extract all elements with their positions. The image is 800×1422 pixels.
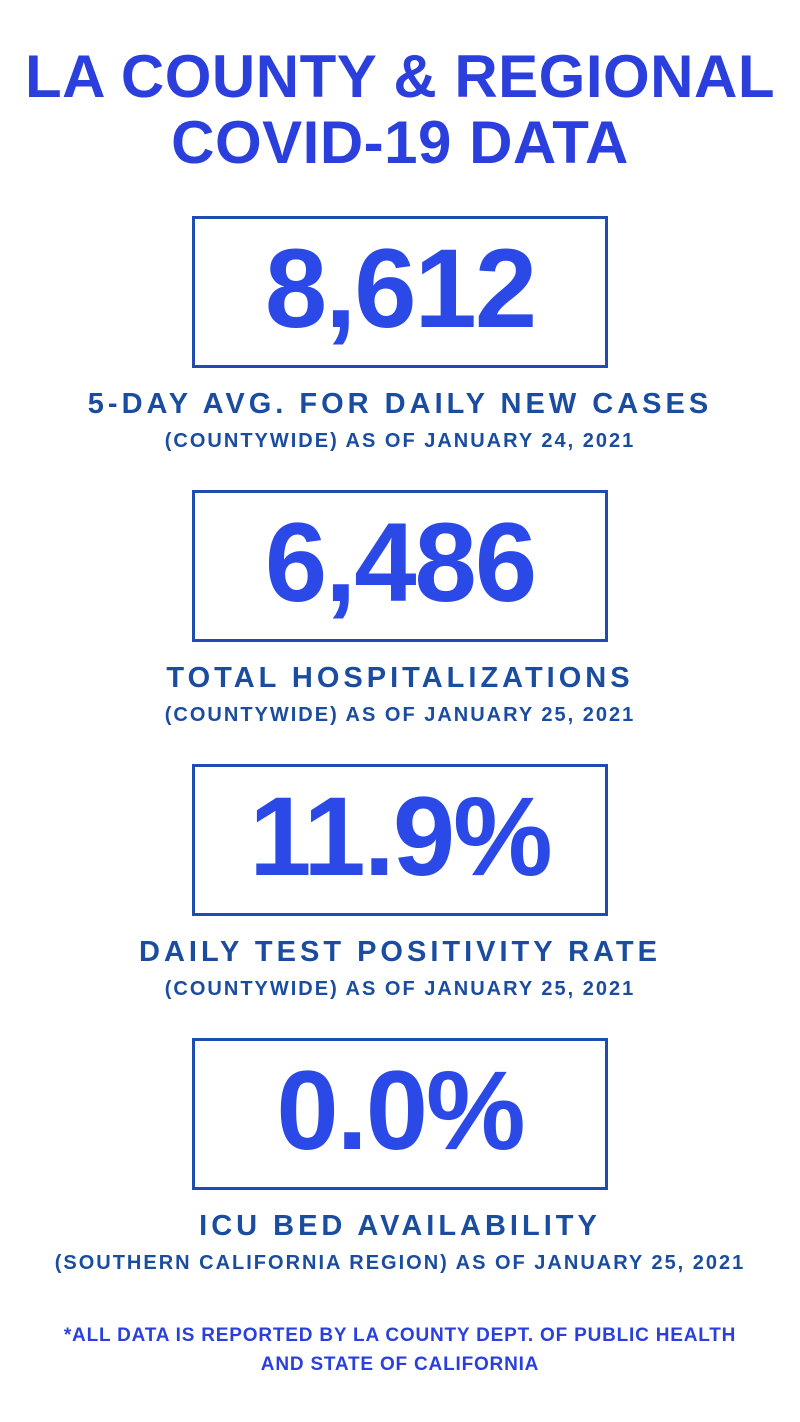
stat-card-hospitalizations: 6,486 TOTAL HOSPITALIZATIONS (COUNTYWIDE… <box>165 490 635 727</box>
stat-value-icu-availability: 0.0% <box>276 1048 525 1173</box>
data-source-note-line1: *ALL DATA IS REPORTED BY LA COUNTY DEPT.… <box>63 1325 737 1346</box>
stat-card-icu-availability: 0.0% ICU BED AVAILABILITY (SOUTHERN CALI… <box>55 1038 746 1275</box>
page-title-line1: LA COUNTY & REGIONAL <box>24 43 775 110</box>
stat-sublabel-icu-availability: (SOUTHERN CALIFORNIA REGION) AS OF JANUA… <box>54 1252 746 1274</box>
data-source-note-line2: AND STATE OF CALIFORNIA <box>260 1354 540 1376</box>
stat-label-icu-availability: ICU BED AVAILABILITY <box>199 1210 601 1242</box>
stat-box-hospitalizations: 6,486 <box>191 490 608 642</box>
stat-box-icu-availability: 0.0% <box>191 1038 608 1190</box>
stat-label-test-positivity: DAILY TEST POSITIVITY RATE <box>139 936 661 968</box>
data-source-note: *ALL DATA IS REPORTED BY LA COUNTY DEPT.… <box>64 1321 736 1380</box>
stat-box-test-positivity: 11.9% <box>192 764 608 916</box>
stat-box-daily-new-cases: 8,612 <box>191 216 608 368</box>
stat-sublabel-test-positivity: (COUNTYWIDE) AS OF JANUARY 25, 2021 <box>164 978 636 1000</box>
stat-value-daily-new-cases: 8,612 <box>264 226 537 351</box>
stat-label-hospitalizations: TOTAL HOSPITALIZATIONS <box>166 662 634 694</box>
stat-card-daily-new-cases: 8,612 5-DAY AVG. FOR DAILY NEW CASES (CO… <box>88 216 712 453</box>
stat-sublabel-hospitalizations: (COUNTYWIDE) AS OF JANUARY 25, 2021 <box>164 704 636 726</box>
page-title-line2: COVID-19 DATA <box>171 109 629 176</box>
stat-value-hospitalizations: 6,486 <box>264 500 537 625</box>
stat-sublabel-daily-new-cases: (COUNTYWIDE) AS OF JANUARY 24, 2021 <box>164 430 636 452</box>
stat-card-test-positivity: 11.9% DAILY TEST POSITIVITY RATE (COUNTY… <box>139 764 661 1001</box>
page-title: LA COUNTY & REGIONAL COVID-19 DATA <box>25 44 775 176</box>
stat-label-daily-new-cases: 5-DAY AVG. FOR DAILY NEW CASES <box>87 388 713 420</box>
stat-value-test-positivity: 11.9% <box>249 774 552 899</box>
